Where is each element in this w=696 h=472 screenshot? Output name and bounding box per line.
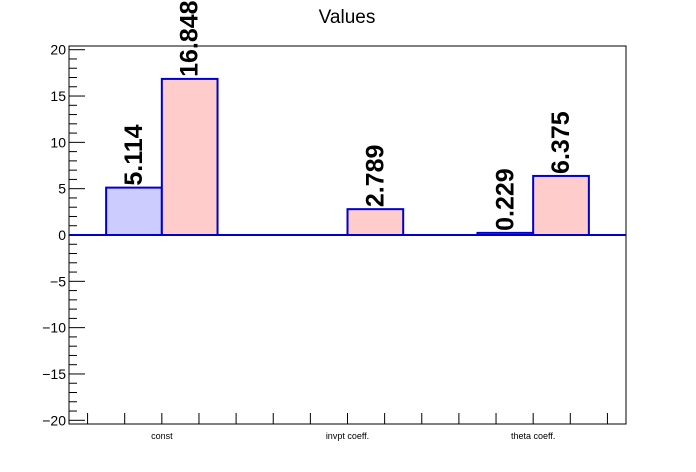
x-axis: const invpt coeff. theta coeff. [87,413,608,441]
x-tick-label: invpt coeff. [326,431,369,441]
data-labels: 5.114 0.229 16.848 2.789 6.375 [120,0,575,231]
x-tick-label: theta coeff. [511,431,555,441]
bar [160,77,219,236]
x-tick-label: const [151,431,173,441]
data-label: 2.789 [361,145,389,208]
data-label: 6.375 [547,111,575,174]
y-tick-label: 0 [58,227,66,243]
y-tick-label: 10 [50,134,66,150]
data-label: 0.229 [491,168,519,231]
bar [346,208,405,236]
data-label: 5.114 [120,124,148,185]
bar [105,186,163,237]
y-axis-minor-ticks [69,58,77,412]
bars [105,77,590,237]
y-tick-label: −5 [50,273,66,289]
y-tick-label: 20 [50,42,66,58]
bar [532,174,590,236]
y-tick-label: 5 [58,181,66,197]
y-axis: −20 −15 −10 −5 0 5 10 15 20 [42,42,85,428]
data-label: 16.848 [176,0,204,77]
y-tick-label: −20 [42,412,66,428]
chart-title: Values [319,7,376,28]
y-tick-label: −15 [42,366,66,382]
y-tick-label: −10 [42,320,66,336]
y-tick-label: 15 [50,88,66,104]
